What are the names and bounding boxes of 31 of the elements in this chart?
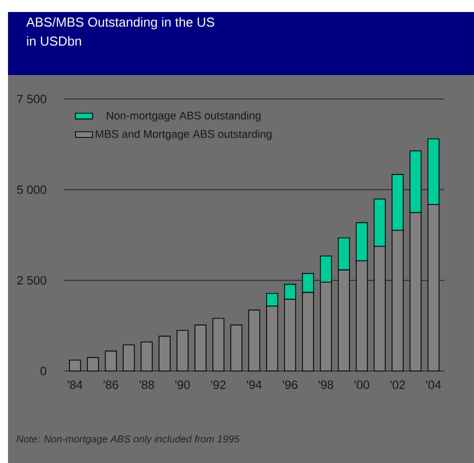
x-tick-label: '86 [104, 380, 118, 390]
x-tick-label: '98 [318, 380, 334, 390]
bar [86, 357, 99, 372]
x-tick-label: '88 [139, 380, 154, 390]
x-tick-label: '90 [175, 380, 190, 390]
bar [248, 310, 260, 372]
chart-title: ABS/MBS Outstanding in the US [26, 17, 214, 30]
x-tick-label: '04 [426, 380, 441, 390]
bar [158, 336, 171, 372]
x-tick-label: '92 [211, 380, 226, 390]
bar [194, 324, 206, 372]
x-tick-label: '94 [247, 380, 262, 390]
bar [69, 360, 81, 372]
x-tick-label: '96 [282, 380, 298, 390]
y-tick-label: 7 500 [17, 94, 46, 104]
text: Note: Non-mortgage ABS only included from 1995 [16, 435, 240, 444]
bar [230, 324, 242, 372]
x-tick-label: '02 [390, 380, 405, 390]
chart-subtitle: in USDbn [27, 36, 81, 46]
legend-label: Non-mortgage ABS outstanding [106, 111, 260, 122]
x-tick-label: '00 [354, 380, 370, 390]
y-tick-label: 0 [40, 366, 46, 376]
x-tick-label: '84 [68, 380, 82, 390]
bar [140, 342, 153, 372]
legend-label: MBS and Mortgage ABS outstarding [96, 130, 272, 140]
bar [122, 344, 135, 372]
bar [104, 350, 117, 372]
bar [176, 330, 189, 372]
y-tick-label: 2 500 [17, 276, 46, 285]
y-tick-label: 5 000 [17, 185, 46, 194]
bar [212, 318, 224, 372]
